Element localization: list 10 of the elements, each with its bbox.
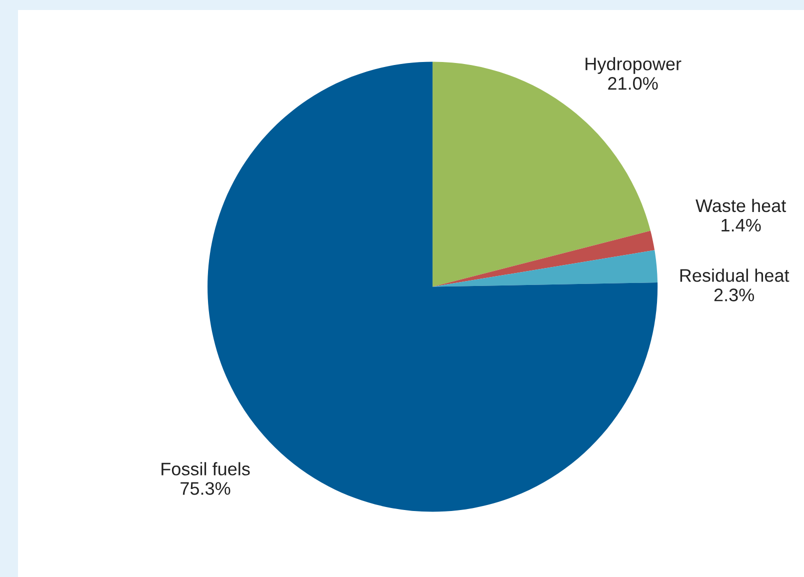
slice-label: Waste heat (696, 198, 786, 212)
data-label: 1.4% (722, 218, 761, 232)
slice-label: Hydropower (586, 57, 682, 74)
data-label: 2.3% (714, 288, 754, 302)
slice-label: Residual heat (680, 268, 790, 282)
pie-slice (432, 230, 655, 287)
data-label: 75.3% (180, 482, 230, 495)
slice-label: Fossil fuels (162, 462, 250, 476)
data-label: 21.0% (608, 77, 658, 90)
pie-slice (432, 250, 658, 287)
